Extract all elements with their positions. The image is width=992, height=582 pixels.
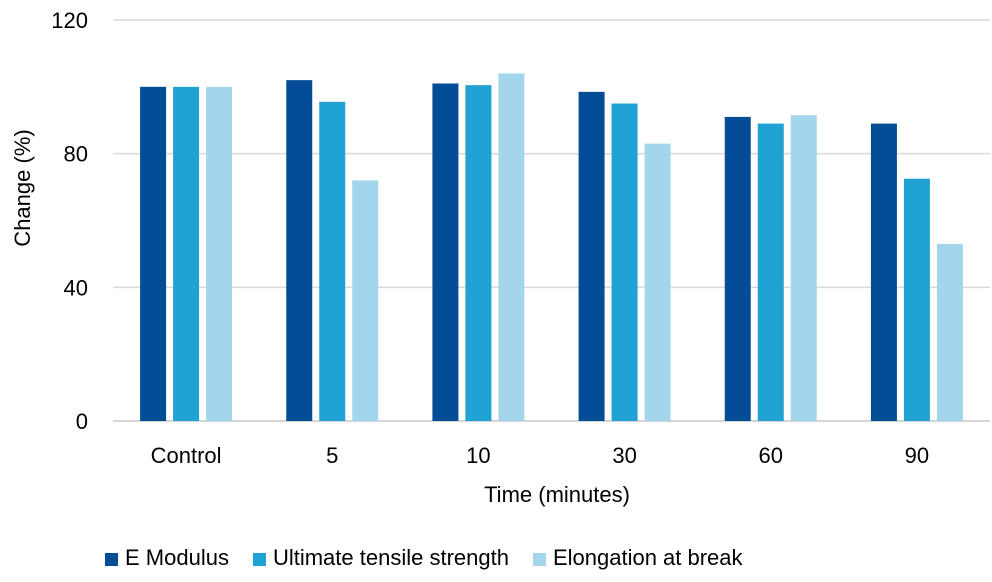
bar-elongation-at-break-90: [936, 243, 963, 421]
y-tick-label: 120: [51, 8, 88, 33]
bar-elongation-at-break-60: [790, 115, 817, 422]
bar-e-modulus-control: [140, 86, 167, 421]
legend: E Modulus Ultimate tensile strength Elonga…: [105, 545, 744, 570]
legend-swatch: [105, 553, 118, 566]
y-tick-label: 0: [76, 409, 88, 434]
y-axis-title: Change (%): [10, 129, 35, 246]
legend-label: Ultimate tensile strength: [273, 545, 509, 570]
legend-label: Elongation at break: [553, 545, 744, 570]
legend-swatch: [252, 553, 266, 566]
bar-elongation-at-break-5: [352, 180, 379, 421]
x-tick-label: 5: [326, 443, 338, 468]
bar-ultimate-tensile-strength-90: [903, 178, 930, 421]
legend-item-elongation-at-break: Elongation at break: [532, 545, 744, 570]
x-tick-label: Control: [151, 443, 222, 468]
bar-ultimate-tensile-strength-10: [465, 85, 492, 421]
bars-layer: [140, 73, 963, 422]
x-tick-label: 60: [759, 443, 783, 468]
x-tick-label: 90: [905, 443, 929, 468]
x-tick-label: 10: [466, 443, 490, 468]
grid-layer: [113, 19, 990, 422]
bar-elongation-at-break-control: [206, 86, 233, 421]
bar-e-modulus-30: [578, 91, 605, 422]
bar-ultimate-tensile-strength-60: [757, 123, 784, 421]
bar-elongation-at-break-10: [498, 73, 525, 421]
y-tick-label: 80: [64, 142, 88, 167]
legend-label: E Modulus: [125, 545, 229, 570]
bar-e-modulus-5: [286, 80, 313, 422]
x-axis-title: Time (minutes): [484, 482, 630, 507]
bar-ultimate-tensile-strength-control: [173, 86, 200, 421]
bar-ultimate-tensile-strength-30: [611, 103, 638, 422]
bar-e-modulus-90: [870, 123, 897, 421]
y-tick-label: 40: [64, 275, 88, 300]
legend-item-ultimate-tensile-strength: Ultimate tensile strength: [252, 545, 509, 570]
bar-ultimate-tensile-strength-5: [319, 101, 346, 421]
bar-elongation-at-break-30: [644, 143, 671, 421]
x-tick-label: 30: [612, 443, 636, 468]
legend-swatch: [532, 553, 546, 566]
ticks-layer: 0 40 80 120 Control 5 10 30 60 90: [51, 8, 929, 468]
legend-item-e-modulus: E Modulus: [105, 545, 229, 570]
bar-e-modulus-60: [724, 116, 751, 422]
bar-e-modulus-10: [432, 83, 459, 421]
